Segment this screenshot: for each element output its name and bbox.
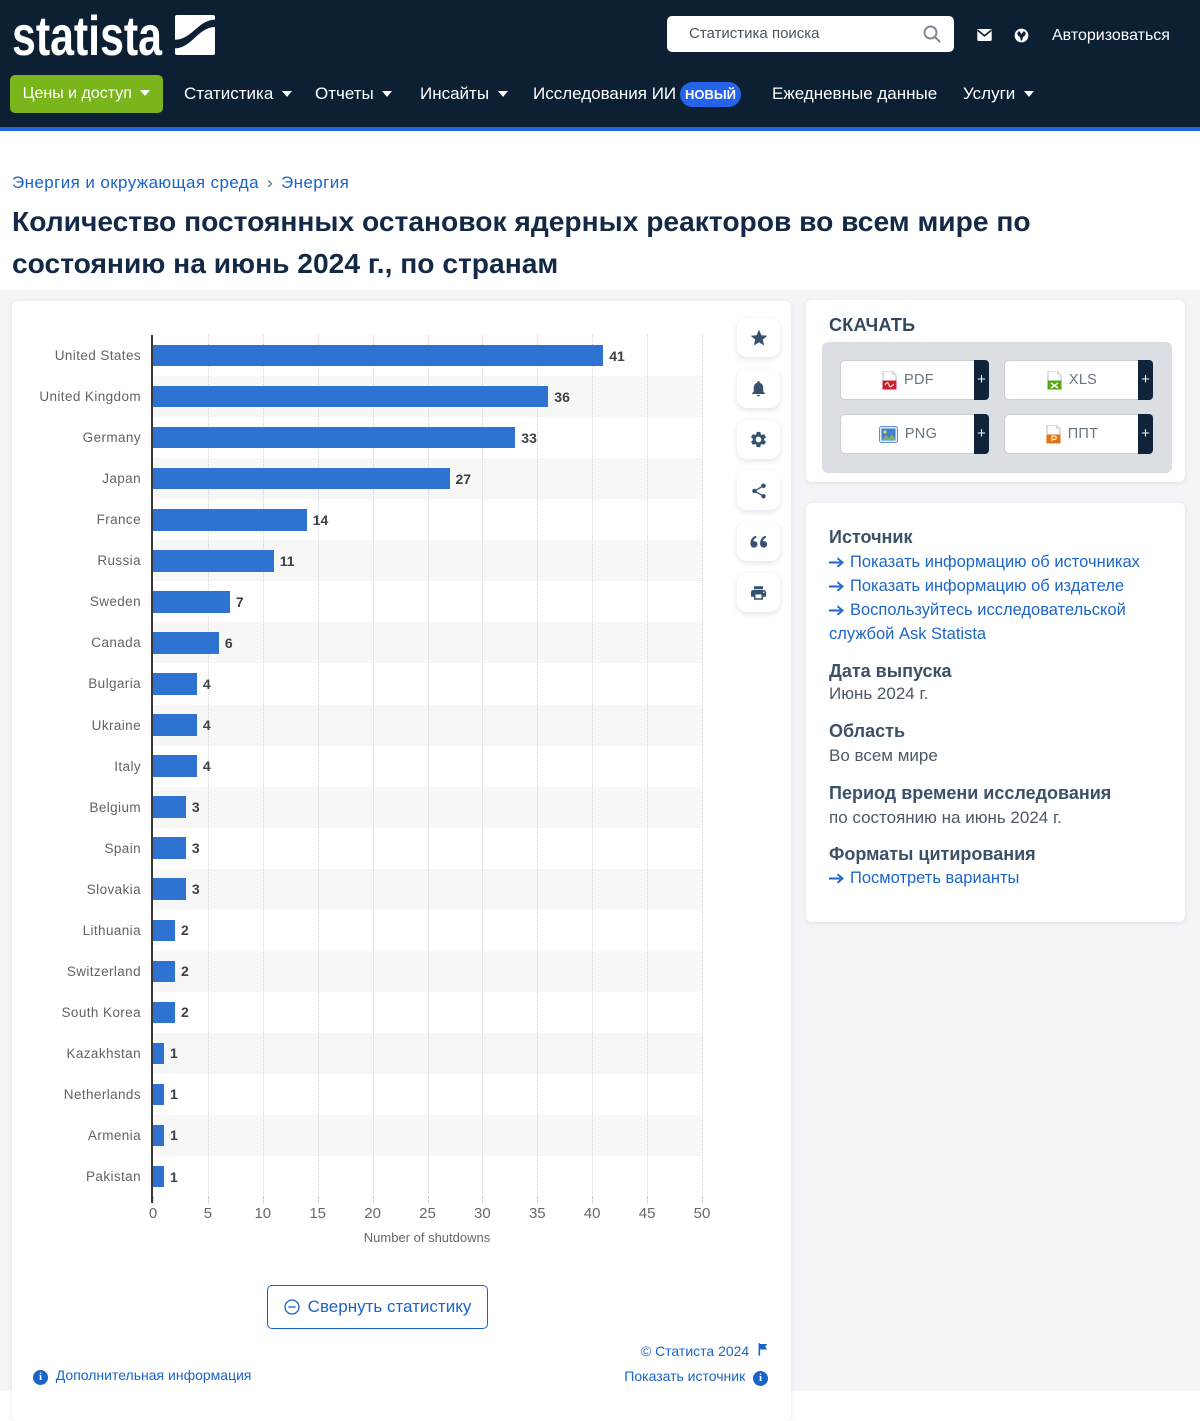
svg-text:statista: statista (12, 9, 163, 59)
